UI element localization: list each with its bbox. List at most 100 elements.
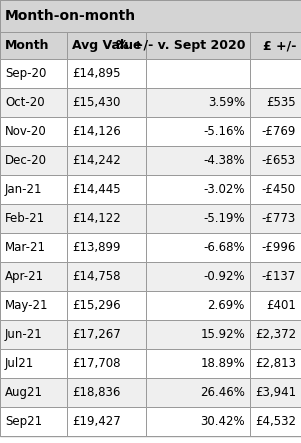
Bar	[146, 204, 250, 233]
Text: % +/- v. Sept 2020: % +/- v. Sept 2020	[116, 39, 245, 52]
Bar	[0, 146, 67, 175]
Bar	[146, 59, 250, 88]
Text: 26.46%: 26.46%	[200, 386, 245, 399]
Text: -4.38%: -4.38%	[203, 154, 245, 167]
Text: Jul21: Jul21	[5, 357, 34, 370]
Text: -£450: -£450	[262, 183, 296, 196]
Text: £14,895: £14,895	[72, 67, 120, 80]
Bar	[250, 378, 301, 407]
Text: 30.42%: 30.42%	[200, 415, 245, 428]
Bar	[146, 146, 250, 175]
Text: £14,242: £14,242	[72, 154, 121, 167]
Text: Jun-21: Jun-21	[5, 328, 43, 341]
Bar	[67, 175, 146, 204]
Text: 2.69%: 2.69%	[208, 299, 245, 312]
Text: 18.89%: 18.89%	[200, 357, 245, 370]
Text: -£773: -£773	[262, 212, 296, 225]
Bar	[146, 175, 250, 204]
Text: 15.92%: 15.92%	[200, 328, 245, 341]
Bar	[0, 117, 67, 146]
Text: £2,372: £2,372	[255, 328, 296, 341]
Bar	[250, 175, 301, 204]
Text: £15,430: £15,430	[72, 96, 120, 109]
Text: Month: Month	[5, 39, 49, 52]
Bar	[0, 378, 67, 407]
Text: -£137: -£137	[262, 270, 296, 283]
Bar	[67, 291, 146, 320]
Text: £18,836: £18,836	[72, 386, 120, 399]
Bar	[250, 349, 301, 378]
Bar	[0, 175, 67, 204]
Text: May-21: May-21	[5, 299, 48, 312]
Bar	[0, 88, 67, 117]
Bar	[250, 291, 301, 320]
Bar	[250, 88, 301, 117]
Text: Sep-20: Sep-20	[5, 67, 46, 80]
Bar	[0, 291, 67, 320]
Bar	[250, 59, 301, 88]
Bar	[146, 407, 250, 436]
Bar	[0, 407, 67, 436]
Text: £17,708: £17,708	[72, 357, 120, 370]
Bar	[146, 88, 250, 117]
Bar	[0, 0, 301, 32]
Text: Feb-21: Feb-21	[5, 212, 45, 225]
Text: £ +/-: £ +/-	[263, 39, 296, 52]
Bar	[146, 117, 250, 146]
Bar	[146, 349, 250, 378]
Text: Month-on-month: Month-on-month	[5, 9, 136, 23]
Text: £17,267: £17,267	[72, 328, 121, 341]
Bar	[0, 320, 67, 349]
Text: £19,427: £19,427	[72, 415, 121, 428]
Text: Jan-21: Jan-21	[5, 183, 42, 196]
Text: -£769: -£769	[262, 125, 296, 138]
Bar	[67, 88, 146, 117]
Text: Aug21: Aug21	[5, 386, 43, 399]
Bar	[146, 320, 250, 349]
Text: Dec-20: Dec-20	[5, 154, 47, 167]
Bar	[0, 59, 67, 88]
Bar	[146, 378, 250, 407]
Bar	[250, 117, 301, 146]
Bar	[67, 59, 146, 88]
Bar	[67, 349, 146, 378]
Bar	[146, 233, 250, 262]
Bar	[0, 32, 67, 59]
Bar	[67, 204, 146, 233]
Bar	[250, 32, 301, 59]
Bar	[67, 378, 146, 407]
Bar	[250, 204, 301, 233]
Text: Nov-20: Nov-20	[5, 125, 47, 138]
Text: Oct-20: Oct-20	[5, 96, 45, 109]
Text: Apr-21: Apr-21	[5, 270, 44, 283]
Text: -£996: -£996	[262, 241, 296, 254]
Text: £15,296: £15,296	[72, 299, 121, 312]
Text: Avg Value: Avg Value	[72, 39, 141, 52]
Text: £14,758: £14,758	[72, 270, 120, 283]
Text: £4,532: £4,532	[255, 415, 296, 428]
Text: Sep21: Sep21	[5, 415, 42, 428]
Bar	[67, 262, 146, 291]
Bar	[67, 117, 146, 146]
Bar	[67, 407, 146, 436]
Bar	[0, 204, 67, 233]
Bar	[250, 407, 301, 436]
Bar	[67, 233, 146, 262]
Text: -5.19%: -5.19%	[203, 212, 245, 225]
Bar	[146, 262, 250, 291]
Bar	[250, 320, 301, 349]
Bar	[0, 349, 67, 378]
Bar	[67, 320, 146, 349]
Bar	[67, 146, 146, 175]
Text: -£653: -£653	[262, 154, 296, 167]
Text: £14,126: £14,126	[72, 125, 121, 138]
Text: £401: £401	[266, 299, 296, 312]
Text: £14,122: £14,122	[72, 212, 121, 225]
Bar	[146, 291, 250, 320]
Text: £2,813: £2,813	[255, 357, 296, 370]
Text: 3.59%: 3.59%	[208, 96, 245, 109]
Text: -3.02%: -3.02%	[203, 183, 245, 196]
Bar	[146, 32, 250, 59]
Text: -6.68%: -6.68%	[203, 241, 245, 254]
Text: £535: £535	[266, 96, 296, 109]
